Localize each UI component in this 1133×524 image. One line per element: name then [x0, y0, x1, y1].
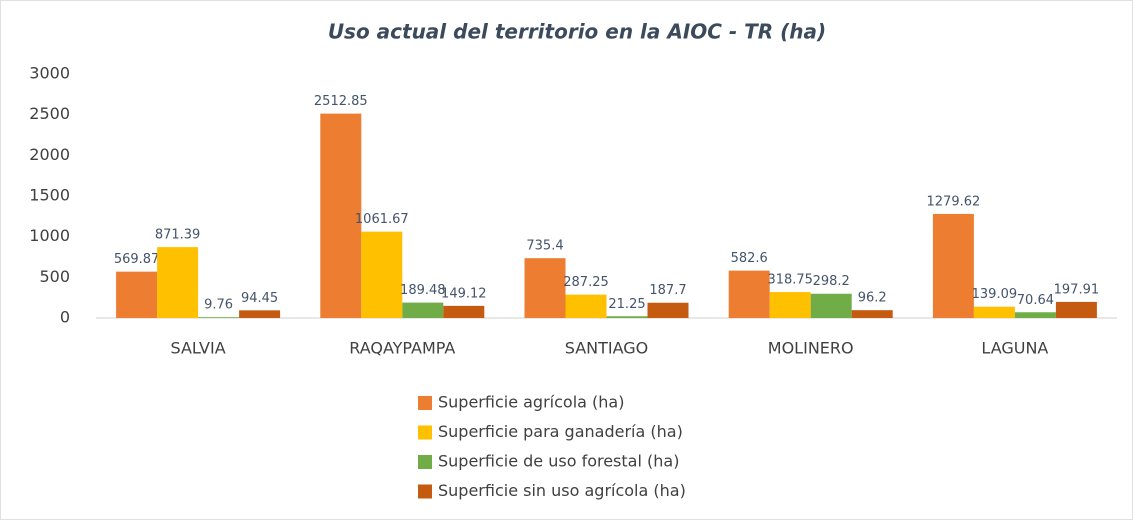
bar	[239, 310, 281, 318]
bar	[565, 294, 607, 318]
bar	[1055, 301, 1097, 318]
bar	[116, 271, 158, 318]
bar	[524, 258, 566, 318]
bar	[361, 231, 403, 318]
bar	[932, 213, 974, 318]
x-tick-label: SANTIAGO	[565, 339, 649, 358]
data-label: 187.7	[649, 283, 686, 298]
legend-swatch	[418, 425, 432, 440]
bar	[320, 113, 362, 318]
data-label: 1279.62	[927, 194, 981, 209]
legend-label: Superficie sin uso agrícola (ha)	[438, 481, 686, 500]
y-tick-label: 1000	[29, 226, 70, 245]
data-label: 21.25	[608, 297, 645, 312]
data-label: 139.09	[972, 287, 1018, 302]
y-tick-label: 2500	[29, 104, 70, 123]
data-label: 569.87	[114, 252, 160, 267]
bar	[443, 305, 485, 318]
data-label: 70.64	[1017, 293, 1054, 308]
legend-swatch	[418, 484, 432, 499]
bar	[606, 316, 648, 318]
y-tick-label: 500	[39, 267, 70, 286]
data-label: 189.48	[400, 283, 446, 298]
data-label: 149.12	[441, 286, 487, 301]
data-label: 298.2	[813, 274, 850, 289]
legend-label: Superficie para ganadería (ha)	[438, 422, 683, 441]
data-label: 2512.85	[314, 94, 368, 109]
legend-label: Superficie de uso forestal (ha)	[438, 452, 679, 471]
bar	[769, 292, 811, 318]
x-tick-label: MOLINERO	[768, 339, 854, 358]
bar	[973, 306, 1015, 318]
data-label: 197.91	[1054, 282, 1100, 297]
legend-swatch	[418, 396, 432, 410]
bar	[1014, 312, 1056, 318]
chart-title: Uso actual del territorio en la AIOC - T…	[328, 20, 826, 44]
y-tick-label: 1500	[29, 186, 70, 205]
bar	[198, 317, 240, 318]
data-label: 1061.67	[355, 212, 409, 227]
data-label: 582.6	[731, 251, 768, 266]
x-tick-label: LAGUNA	[981, 339, 1048, 358]
bar	[157, 247, 199, 318]
data-label: 287.25	[563, 275, 609, 290]
legend-swatch	[418, 455, 432, 469]
y-tick-label: 2000	[29, 145, 70, 164]
bar	[402, 302, 444, 318]
x-tick-label: SALVIA	[171, 339, 226, 358]
bar	[647, 302, 689, 318]
x-tick-label: RAQAYPAMPA	[349, 339, 455, 358]
data-label: 9.76	[204, 298, 233, 313]
data-label: 318.75	[767, 273, 813, 288]
bar	[728, 270, 770, 318]
y-tick-label: 3000	[29, 64, 70, 83]
data-label: 871.39	[155, 228, 201, 243]
data-label: 735.4	[526, 239, 563, 254]
bar	[851, 310, 893, 318]
data-label: 96.2	[858, 291, 887, 306]
legend-label: Superficie agrícola (ha)	[438, 393, 624, 412]
bar	[810, 293, 852, 318]
y-tick-label: 0	[60, 308, 70, 327]
data-label: 94.45	[241, 291, 278, 306]
